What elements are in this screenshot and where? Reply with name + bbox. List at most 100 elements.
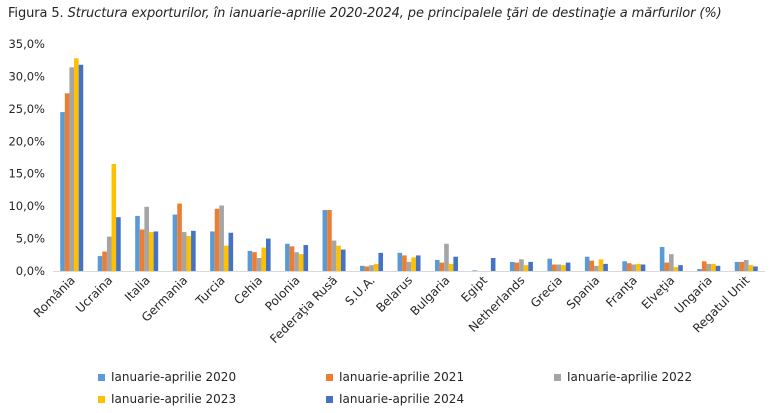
bar bbox=[360, 265, 365, 271]
bar bbox=[256, 258, 262, 271]
bar bbox=[715, 265, 721, 271]
x-tick-label: Federaţia Rusă bbox=[267, 273, 340, 346]
chart-title: Figura 5. Structura exporturilor, în ian… bbox=[8, 6, 722, 21]
bar bbox=[622, 261, 627, 271]
legend-item: Ianuarie-aprilie 2023 bbox=[98, 392, 236, 406]
x-tick-label: S.U.A. bbox=[342, 273, 377, 308]
y-tick-label: 30,0% bbox=[8, 69, 45, 83]
bar bbox=[561, 265, 566, 271]
bar bbox=[659, 247, 665, 271]
bar bbox=[303, 245, 309, 271]
bar bbox=[631, 264, 637, 271]
bar bbox=[252, 252, 257, 271]
bar bbox=[139, 229, 145, 271]
bar bbox=[514, 262, 520, 271]
bar bbox=[327, 210, 332, 271]
bar bbox=[64, 93, 70, 271]
bar bbox=[289, 246, 295, 271]
bar bbox=[636, 263, 641, 271]
x-tick-label: Turcia bbox=[192, 273, 227, 308]
legend-swatch bbox=[326, 395, 333, 403]
legend-item: Ianuarie-aprilie 2021 bbox=[326, 370, 464, 384]
bar bbox=[701, 261, 707, 271]
y-tick-label: 15,0% bbox=[8, 167, 45, 181]
bar bbox=[106, 236, 112, 271]
legend-label: Ianuarie-aprilie 2022 bbox=[567, 370, 693, 384]
bar bbox=[177, 203, 182, 271]
x-tick-label: Spania bbox=[564, 273, 603, 312]
bar bbox=[148, 232, 154, 271]
x-tick-label: România bbox=[31, 273, 78, 320]
bar bbox=[406, 261, 412, 271]
bar bbox=[448, 263, 454, 271]
bar bbox=[214, 208, 220, 271]
title-text: Structura exporturilor, în ianuarie-apri… bbox=[67, 6, 722, 21]
bar bbox=[519, 259, 524, 271]
bar bbox=[298, 254, 304, 271]
bar bbox=[472, 270, 478, 271]
bar bbox=[556, 264, 562, 271]
bar bbox=[402, 255, 407, 271]
bar bbox=[364, 266, 370, 271]
bar bbox=[336, 245, 341, 271]
bar bbox=[453, 256, 458, 271]
bar bbox=[711, 263, 716, 271]
x-tick-label: Grecia bbox=[528, 273, 565, 310]
bar bbox=[565, 262, 571, 271]
legend-label: Ianuarie-aprilie 2023 bbox=[111, 392, 237, 406]
bar bbox=[547, 258, 552, 271]
bar bbox=[739, 261, 744, 271]
y-tick-label: 20,0% bbox=[8, 134, 45, 148]
x-tick-label: Cehia bbox=[231, 273, 265, 307]
bar bbox=[626, 263, 632, 271]
bar bbox=[78, 64, 84, 271]
bar bbox=[640, 264, 646, 271]
bar bbox=[97, 256, 103, 271]
bar bbox=[584, 256, 590, 271]
legend-swatch bbox=[554, 373, 561, 381]
x-tick-label: Bulgaria bbox=[408, 273, 453, 318]
bar bbox=[748, 265, 754, 271]
bar bbox=[415, 255, 421, 271]
legend-swatch bbox=[326, 373, 333, 381]
legend-item: Ianuarie-aprilie 2020 bbox=[98, 370, 236, 384]
bar bbox=[509, 261, 515, 271]
bar bbox=[285, 243, 290, 271]
bar bbox=[664, 262, 670, 271]
x-tick-label: Italia bbox=[122, 273, 153, 304]
bar bbox=[411, 257, 416, 271]
bar bbox=[322, 210, 328, 271]
bar bbox=[111, 163, 117, 271]
legend-label: Ianuarie-aprilie 2020 bbox=[111, 370, 237, 384]
legend-label: Ianuarie-aprilie 2021 bbox=[339, 370, 465, 384]
bar bbox=[697, 269, 702, 271]
bar bbox=[116, 217, 121, 271]
bar bbox=[743, 259, 749, 271]
bar bbox=[210, 231, 215, 271]
bar bbox=[598, 259, 604, 271]
bar bbox=[373, 263, 379, 271]
bar bbox=[678, 265, 683, 271]
y-tick-label: 25,0% bbox=[8, 102, 45, 116]
bar bbox=[228, 232, 234, 271]
bar bbox=[734, 261, 740, 271]
bar bbox=[444, 243, 449, 271]
legend-swatch bbox=[98, 373, 105, 381]
bar bbox=[603, 263, 608, 271]
bar bbox=[60, 112, 65, 271]
bar bbox=[172, 214, 178, 271]
bar bbox=[434, 259, 440, 271]
legend-label: Ianuarie-aprilie 2024 bbox=[339, 392, 465, 406]
legend-item: Ianuarie-aprilie 2024 bbox=[326, 392, 464, 406]
bar bbox=[528, 261, 533, 271]
bar bbox=[331, 240, 337, 271]
x-tick-label: Franţa bbox=[603, 273, 640, 310]
bar bbox=[247, 250, 253, 271]
x-tick-label: Egipt bbox=[458, 273, 490, 305]
bar bbox=[378, 252, 384, 271]
bar bbox=[490, 258, 496, 271]
bar bbox=[369, 265, 374, 271]
bar bbox=[153, 231, 159, 271]
legend-swatch bbox=[98, 395, 105, 403]
